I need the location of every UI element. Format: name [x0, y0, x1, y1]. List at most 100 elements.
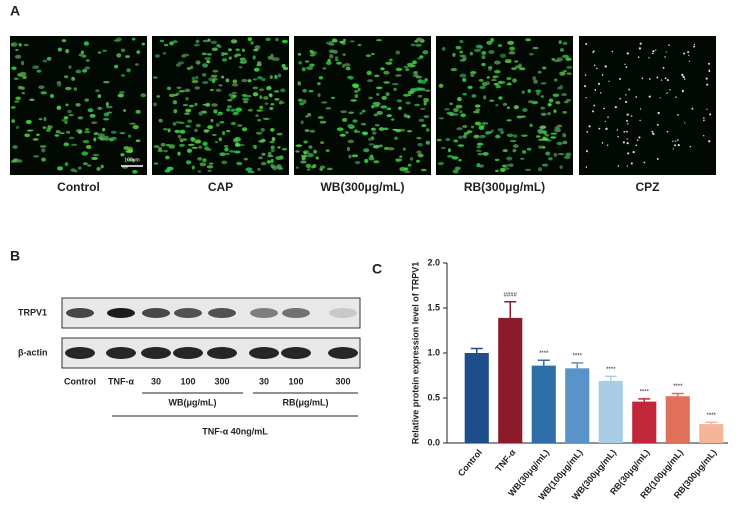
cell [136, 50, 141, 54]
cell [366, 70, 372, 76]
cell [32, 138, 39, 141]
cell [495, 169, 499, 173]
cell [415, 75, 423, 79]
cell [458, 135, 463, 139]
panel-label: A [10, 3, 20, 19]
image-label: CAP [208, 180, 233, 194]
cell [566, 72, 572, 75]
cell [97, 106, 103, 110]
cell [348, 75, 354, 80]
cell [497, 128, 504, 132]
particle [627, 152, 630, 155]
cell [481, 50, 487, 55]
cell [317, 93, 321, 98]
particle [664, 77, 667, 80]
error-bar [537, 359, 550, 366]
cell [548, 98, 554, 103]
cell [191, 165, 195, 170]
cell [506, 133, 514, 137]
cell [87, 108, 94, 113]
cell [221, 75, 225, 79]
lane-label: Control [64, 376, 96, 386]
particle [616, 129, 619, 131]
western-blot-panel: Control TNF-α 30 100 300 30 100 300 TRPV1 β-actin… [18, 297, 361, 436]
cell [342, 63, 346, 68]
cell [185, 108, 192, 113]
particle [584, 74, 587, 76]
cell [374, 74, 380, 78]
cell [270, 149, 276, 152]
cell [208, 162, 214, 165]
cell [270, 158, 274, 164]
cell [281, 39, 288, 44]
cell [245, 167, 253, 172]
cell [305, 115, 309, 118]
cell [26, 129, 34, 132]
cell [548, 157, 553, 161]
cell [190, 136, 195, 141]
cell [56, 105, 62, 110]
cell [195, 123, 201, 128]
cell [57, 47, 63, 52]
cell [553, 109, 557, 113]
cell [221, 160, 228, 165]
cell [318, 76, 324, 80]
cell [348, 154, 352, 159]
cell [199, 162, 207, 167]
cell [202, 39, 209, 43]
cell [306, 66, 314, 70]
cell [396, 99, 403, 103]
cell [237, 124, 243, 127]
cell [247, 37, 253, 42]
particle [625, 94, 627, 96]
cell [274, 74, 278, 80]
bar [464, 353, 489, 443]
cell [270, 163, 274, 168]
cell [481, 55, 486, 60]
cell [562, 140, 568, 145]
cell [414, 103, 421, 107]
cell [535, 135, 541, 138]
cell [36, 69, 42, 73]
cell [522, 108, 528, 113]
cell [267, 154, 274, 158]
cell [423, 115, 430, 119]
particle [677, 114, 679, 116]
particle [709, 113, 712, 116]
cell [71, 143, 78, 146]
cell [224, 147, 229, 152]
cell [252, 92, 259, 97]
lane-label: 100 [180, 376, 195, 386]
cell [301, 157, 306, 160]
cell [258, 139, 266, 143]
cell [297, 81, 302, 86]
particle [601, 142, 604, 144]
cell [241, 58, 246, 63]
cell [269, 75, 273, 80]
cell [39, 145, 47, 148]
cell [416, 136, 422, 140]
cell [467, 85, 473, 89]
cell [297, 52, 302, 56]
particle [586, 131, 589, 133]
cell [57, 83, 62, 87]
cell [226, 129, 231, 133]
cell [235, 107, 243, 112]
cell [77, 130, 83, 134]
cell [326, 167, 333, 171]
cell [344, 131, 349, 135]
particle [583, 85, 587, 88]
cell [416, 150, 422, 155]
cell [417, 142, 423, 147]
cell [163, 43, 169, 47]
cell [372, 144, 380, 149]
cell [319, 165, 326, 169]
cell [182, 104, 188, 107]
error-bar [604, 375, 617, 381]
cell [348, 111, 355, 114]
significance: **** [707, 413, 717, 419]
cell [259, 105, 264, 110]
cell [506, 83, 513, 86]
cell [319, 120, 327, 124]
